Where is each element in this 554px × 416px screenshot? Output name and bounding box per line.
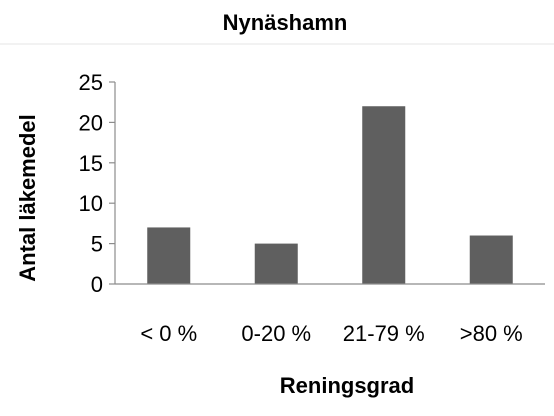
x-axis-title: Reningsgrad (280, 373, 414, 398)
bar-3 (362, 106, 406, 285)
chart-title: Nynäshamn (223, 10, 348, 35)
x-tick-label: 0-20 % (241, 321, 311, 346)
x-axis-ticks: < 0 % 0-20 % 21-79 % >80 % (140, 321, 522, 346)
bar-1 (147, 227, 191, 284)
y-axis-title: Antal läkemedel (15, 114, 40, 282)
y-tick-label: 25 (79, 70, 103, 95)
x-tick-label: 21-79 % (343, 321, 425, 346)
y-tick-label: 10 (79, 191, 103, 216)
y-tick-label: 20 (79, 110, 103, 135)
y-tick-label: 15 (79, 151, 103, 176)
x-tick-label: < 0 % (140, 321, 197, 346)
y-tick-label: 5 (91, 232, 103, 257)
bar-4 (469, 235, 513, 284)
bar-2 (254, 243, 298, 284)
y-tick-label: 0 (91, 272, 103, 297)
bars (147, 106, 513, 285)
x-tick-label: >80 % (460, 321, 523, 346)
y-axis-ticks: 0 5 10 15 20 25 (79, 70, 115, 297)
